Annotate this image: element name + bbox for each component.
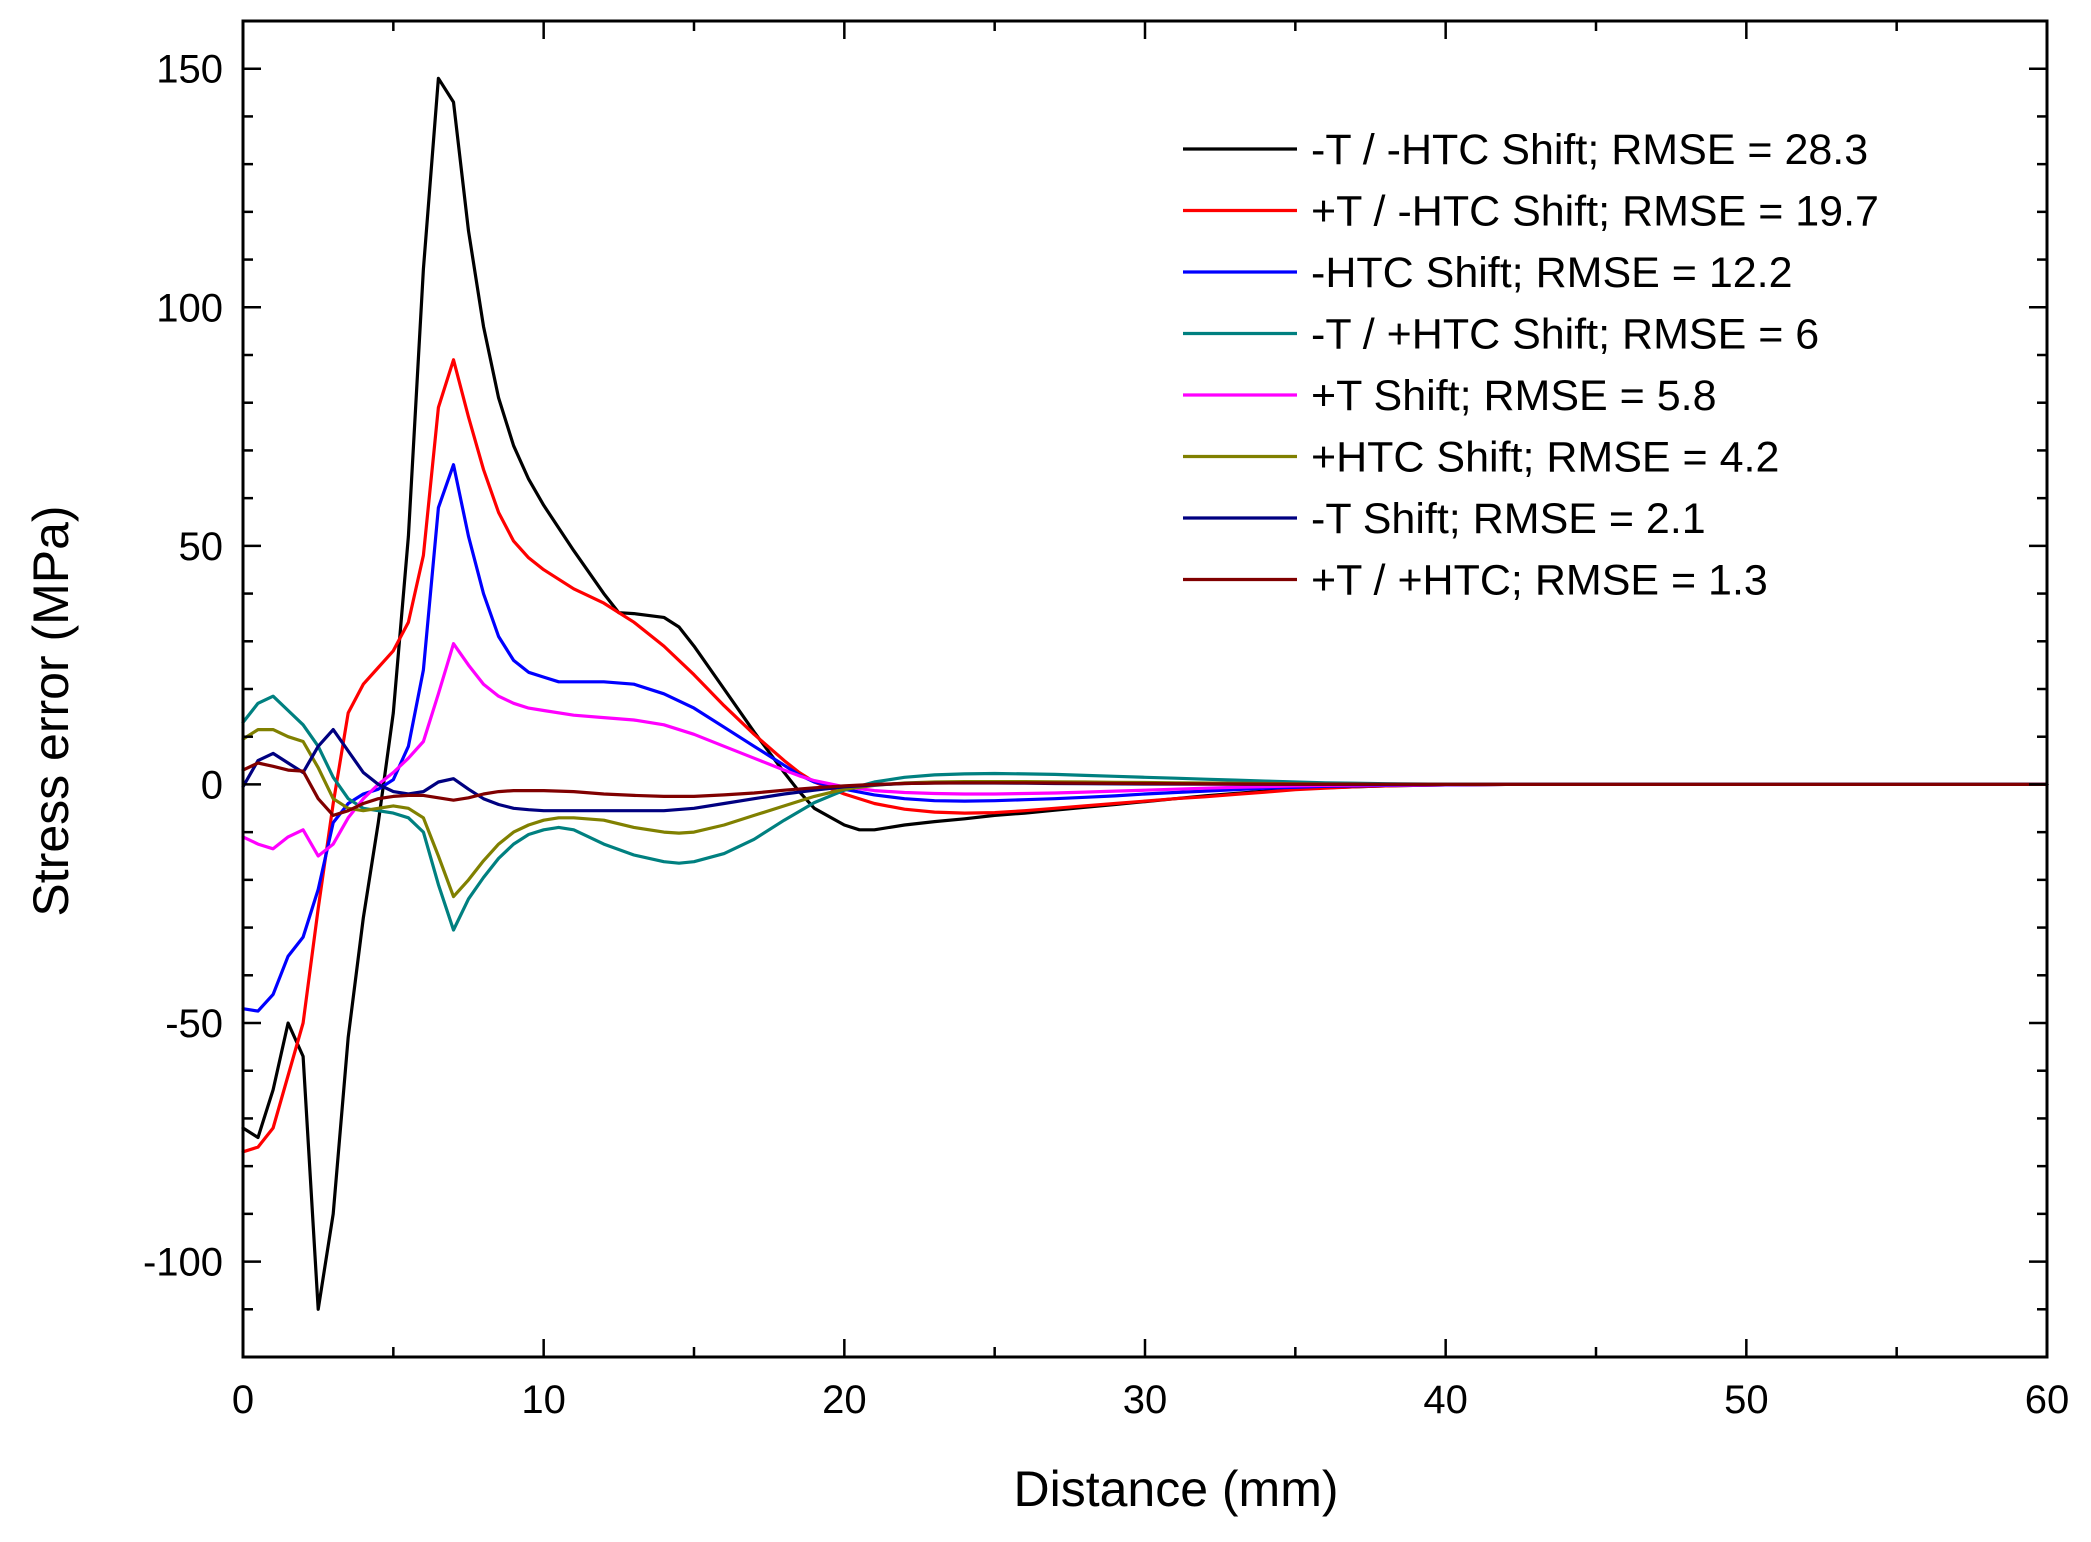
legend-label-5: +T Shift; RMSE = 5.8 (1311, 372, 1717, 420)
y-tick-label: 100 (156, 286, 223, 330)
series-line-2 (241, 358, 2049, 1154)
y-axis-title: Stress error (MPa) (23, 505, 79, 916)
legend-label-2: +T / -HTC Shift; RMSE = 19.7 (1311, 188, 1879, 236)
legend: -T / -HTC Shift; RMSE = 28.3 +T / -HTC Sh… (1183, 126, 1879, 605)
legend-label-1: -T / -HTC Shift; RMSE = 28.3 (1311, 126, 1868, 174)
legend-label-6: +HTC Shift; RMSE = 4.2 (1311, 434, 1779, 482)
x-tick-label: 10 (521, 1378, 566, 1422)
ticks-layer: 0 10 20 30 40 50 60 -100 -50 0 50 100 150 (143, 19, 2070, 1422)
series-line-3 (241, 463, 2049, 1013)
y-tick-label: 0 (201, 763, 223, 807)
legend-label-7: -T Shift; RMSE = 2.1 (1311, 495, 1706, 543)
x-tick-label: 0 (232, 1378, 254, 1422)
legend-label-8: +T / +HTC; RMSE = 1.3 (1311, 557, 1768, 605)
x-tick-label: 60 (2025, 1378, 2070, 1422)
series-line-5 (241, 642, 2049, 858)
y-tick-label: 50 (179, 525, 224, 569)
y-tick-label: -100 (143, 1241, 223, 1285)
x-axis-title: Distance (mm) (1013, 1461, 1338, 1517)
series-layer (241, 76, 2049, 1311)
series-line-4 (241, 694, 2049, 932)
y-tick-label: -50 (165, 1002, 223, 1046)
x-tick-label: 50 (1724, 1378, 1769, 1422)
x-tick-label: 30 (1123, 1378, 1168, 1422)
y-tick-label: 150 (156, 48, 223, 92)
legend-label-3: -HTC Shift; RMSE = 12.2 (1311, 249, 1793, 297)
x-tick-label: 40 (1423, 1378, 1468, 1422)
x-tick-label: 20 (822, 1378, 867, 1422)
series-line-8 (241, 761, 2049, 817)
legend-label-4: -T / +HTC Shift; RMSE = 6 (1311, 311, 1819, 359)
